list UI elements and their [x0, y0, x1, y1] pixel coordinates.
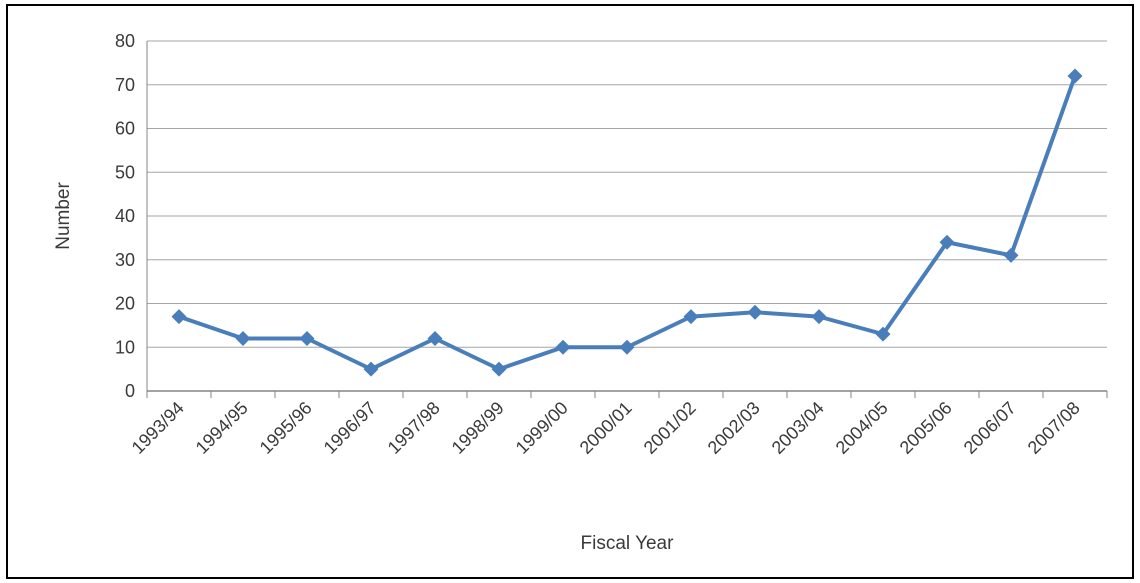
y-tick-label: 80 — [115, 31, 135, 51]
y-tick-label: 50 — [115, 162, 135, 182]
x-tick-label: 1994/95 — [192, 398, 252, 458]
x-tick-label: 1993/94 — [128, 398, 188, 458]
axes — [146, 41, 1108, 398]
x-tick-label: 2007/08 — [1024, 398, 1084, 458]
data-point — [427, 331, 443, 346]
y-tick-label: 10 — [115, 337, 135, 357]
x-axis-title: Fiscal Year — [581, 533, 675, 554]
y-tick-label: 40 — [115, 206, 135, 226]
data-point — [491, 361, 507, 377]
x-tick-labels: 1993/94 1994/95 1995/96 1996/97 1997/98 1998/… — [128, 398, 1084, 458]
x-tick-label: 1998/99 — [448, 398, 508, 458]
y-tick-label: 60 — [115, 119, 135, 139]
x-tick-label: 1995/96 — [256, 398, 316, 458]
y-tick-label: 0 — [125, 381, 135, 401]
data-point — [619, 339, 635, 355]
y-tick-label: 30 — [115, 250, 135, 270]
x-tick-label: 2004/05 — [832, 398, 892, 458]
data-point — [555, 339, 571, 355]
x-tick-label: 2005/06 — [896, 398, 956, 458]
data-point — [1067, 68, 1083, 84]
data-point — [747, 304, 763, 320]
x-tick-label: 1999/00 — [512, 398, 572, 458]
x-tick-label: 2002/03 — [704, 398, 764, 458]
data-point — [363, 361, 379, 377]
x-tick-label: 2003/04 — [768, 398, 828, 458]
y-tick-label: 70 — [115, 75, 135, 95]
series-line — [178, 75, 1077, 372]
gridlines — [147, 40, 1107, 348]
data-point — [1003, 247, 1019, 263]
data-point — [683, 309, 699, 325]
data-point — [235, 331, 251, 346]
x-tick-label: 1996/97 — [320, 398, 380, 458]
x-tick-label: 2001/02 — [640, 398, 700, 458]
data-point — [171, 309, 187, 325]
y-tick-label: 20 — [115, 294, 135, 314]
data-point — [875, 326, 891, 342]
chart-frame — [6, 4, 1134, 579]
y-axis-title: Number — [53, 182, 74, 250]
x-tick-label: 2006/07 — [960, 398, 1020, 458]
data-point — [939, 234, 955, 250]
data-series — [171, 68, 1083, 377]
data-point — [299, 331, 315, 346]
data-point — [811, 309, 827, 325]
x-tick-label: 1997/98 — [384, 398, 444, 458]
x-tick-label: 2000/01 — [576, 398, 636, 458]
y-tick-labels: 0 10 20 30 40 50 60 70 80 — [115, 31, 135, 401]
